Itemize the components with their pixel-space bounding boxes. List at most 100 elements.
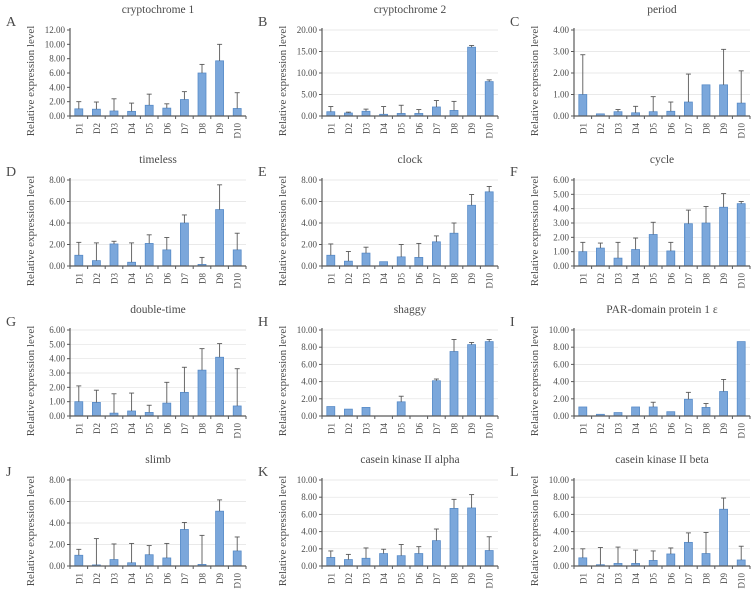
bar-d7 <box>432 380 441 417</box>
x-tick-label: D10 <box>485 123 495 139</box>
y-tick-label: 6.00 <box>301 197 317 207</box>
x-tick-label: D10 <box>737 423 747 439</box>
bar-d10 <box>736 559 746 567</box>
x-tick-label: D10 <box>737 273 747 289</box>
x-tick-label: D1 <box>578 423 588 434</box>
bar-d10 <box>484 191 494 267</box>
x-tick-label: D7 <box>684 573 694 584</box>
x-tick-label: D6 <box>666 123 676 134</box>
panel-letter: D <box>6 165 16 180</box>
x-tick-label: D6 <box>666 423 676 434</box>
bar-d8 <box>449 351 459 417</box>
y-tick-label: 5.00 <box>49 339 65 349</box>
y-tick-label: 5.00 <box>301 90 317 100</box>
bar-d8 <box>197 72 207 117</box>
x-tick-label: D4 <box>127 123 137 134</box>
bar-d2 <box>596 247 605 267</box>
x-tick-label: D5 <box>145 123 155 134</box>
x-tick-label: D9 <box>719 123 729 134</box>
y-tick-label: 4.00 <box>301 377 317 387</box>
y-tick-label: 4.00 <box>553 377 569 387</box>
bar-d9 <box>719 84 728 117</box>
bar-d9 <box>719 508 728 567</box>
x-tick-label: D5 <box>397 123 407 134</box>
x-tick-label: D6 <box>162 123 172 134</box>
bar-d6 <box>414 257 424 267</box>
bar-d10 <box>232 108 242 117</box>
x-tick-label: D1 <box>578 273 588 284</box>
bar-d8 <box>449 508 459 567</box>
x-tick-label: D3 <box>362 273 372 284</box>
y-tick-label: 0.00 <box>301 561 317 571</box>
y-tick-label: 6.00 <box>553 359 569 369</box>
panel-letter: G <box>6 315 16 330</box>
x-tick-label: D6 <box>666 273 676 284</box>
panel-letter: E <box>258 165 267 180</box>
bar-d7 <box>684 101 693 117</box>
bar-d6 <box>162 107 172 117</box>
x-tick-label: D9 <box>215 123 225 134</box>
bar-d1 <box>74 554 84 567</box>
x-tick-label: D2 <box>344 573 354 584</box>
bar-d10 <box>736 203 746 267</box>
bar-d5 <box>144 554 154 567</box>
x-tick-label: D4 <box>631 123 641 134</box>
x-tick-label: D6 <box>162 273 172 284</box>
bar-d4 <box>631 406 640 417</box>
bar-d6 <box>666 553 676 567</box>
x-tick-label: D1 <box>326 573 336 584</box>
y-axis-label: Relative expression level <box>25 326 37 437</box>
bar-d10 <box>232 550 242 567</box>
x-tick-label: D7 <box>180 123 190 134</box>
x-tick-label: D4 <box>127 423 137 434</box>
x-tick-label: D7 <box>684 273 694 284</box>
y-tick-label: 20.00 <box>297 25 318 35</box>
bar-d6 <box>162 402 172 417</box>
y-tick-label: 2.00 <box>301 394 317 404</box>
x-tick-label: D5 <box>145 573 155 584</box>
panel-letter: L <box>510 465 519 480</box>
bar-d7 <box>684 398 693 417</box>
x-tick-label: D9 <box>467 273 477 284</box>
bar-d7 <box>684 223 693 267</box>
bar-d1 <box>578 406 588 417</box>
bar-d9 <box>215 356 224 417</box>
x-tick-label: D5 <box>397 573 407 584</box>
x-tick-label: D8 <box>198 573 208 584</box>
x-tick-label: D7 <box>432 123 442 134</box>
x-tick-label: D9 <box>719 273 729 284</box>
x-tick-label: D10 <box>233 423 243 439</box>
bar-d9 <box>467 507 476 567</box>
y-tick-label: 0.00 <box>49 111 65 121</box>
x-tick-label: D1 <box>74 423 84 434</box>
panel-letter: I <box>510 315 515 330</box>
panel-letter: B <box>258 15 267 30</box>
y-tick-label: 4.00 <box>49 518 65 528</box>
x-tick-label: D3 <box>110 573 120 584</box>
bar-d3 <box>361 110 371 117</box>
x-tick-label: D10 <box>485 423 495 439</box>
chart-panel-par-domain-protein-1: I PAR-domain protein 1 ε Relative expressi… <box>504 300 756 450</box>
x-tick-label: D9 <box>215 423 225 434</box>
y-axis-label: Relative expression level <box>529 176 541 287</box>
y-tick-label: 2.00 <box>553 68 569 78</box>
x-tick-label: D2 <box>344 123 354 134</box>
y-tick-label: 3.00 <box>553 47 569 57</box>
bar-d9 <box>719 391 728 417</box>
x-tick-label: D6 <box>162 573 172 584</box>
x-tick-label: D3 <box>614 273 624 284</box>
bar-d3 <box>361 557 371 567</box>
x-tick-label: D9 <box>719 573 729 584</box>
x-tick-label: D6 <box>414 423 424 434</box>
bar-d1 <box>326 557 336 567</box>
panel-letter: A <box>6 15 17 30</box>
chart-title: shaggy <box>394 304 427 316</box>
x-tick-label: D8 <box>702 423 712 434</box>
